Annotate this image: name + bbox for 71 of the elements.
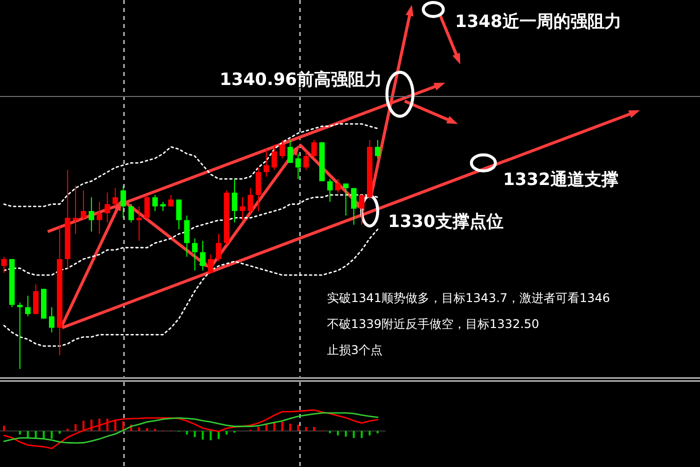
candlestick [48,306,54,333]
bar [360,431,363,438]
candlestick [25,295,31,317]
candlestick [96,201,102,234]
bar [336,431,339,436]
candlestick [295,153,301,180]
candlestick [144,194,150,221]
text: 1330支撑点位 [388,212,504,232]
bar [281,422,284,431]
bar [368,431,371,436]
candlestick [311,140,317,159]
candlestick [232,178,238,223]
candlestick [335,178,341,194]
candlestick [240,196,246,221]
bar [194,431,196,438]
bar [34,431,37,438]
annotation: 不破1339附近反手做空，目标1332.50 [327,317,540,331]
candlestick [152,194,158,212]
candlestick [88,196,94,232]
text: 1332通道支撑 [503,170,618,190]
candlestick [184,215,190,258]
text: 1340.96前高强阻力 [220,70,382,90]
bar [50,431,53,439]
candlestick [160,201,166,212]
bar [98,418,100,431]
candlestick [248,188,254,214]
candlestick [33,284,39,315]
candlestick [303,150,309,170]
bar [352,431,355,438]
bar [313,427,316,431]
candlestick [374,140,380,159]
bar [297,424,300,431]
candlestick [327,178,333,202]
candlestick [216,233,222,262]
candlestick [208,254,214,274]
bar [18,431,21,435]
bar [344,431,347,437]
candlestick [359,194,364,226]
candlestick [128,204,134,223]
bar [202,431,204,440]
candlestick [200,240,206,272]
bar [289,424,292,431]
candlestick [256,166,262,212]
bar [146,428,148,431]
bar [82,420,84,431]
bar [226,431,228,435]
candlestick [264,148,270,178]
candlestick [280,140,285,159]
candlestick [287,140,293,164]
candlestick [351,188,357,226]
text: 1348近一周的强阻力 [455,12,622,32]
bar [305,427,308,431]
annotation: 实破1341顺势做多，目标1343.7，激进者可看1346 [327,291,610,305]
bar [3,426,5,431]
candlestick [343,183,349,216]
candlestick [120,185,126,218]
bar [138,427,140,431]
candlestick [104,192,110,223]
candlestick [112,188,118,207]
bar [210,431,212,440]
candlestick [192,238,198,272]
candlestick [176,199,182,230]
bar [58,431,61,434]
candlestick [168,194,174,207]
bar [74,424,77,431]
bar [186,431,188,435]
candlestick [80,190,86,221]
candlestick [1,256,7,274]
bar [257,427,260,431]
annotation: 止损3个点 [327,343,383,357]
candlestick [272,144,278,170]
